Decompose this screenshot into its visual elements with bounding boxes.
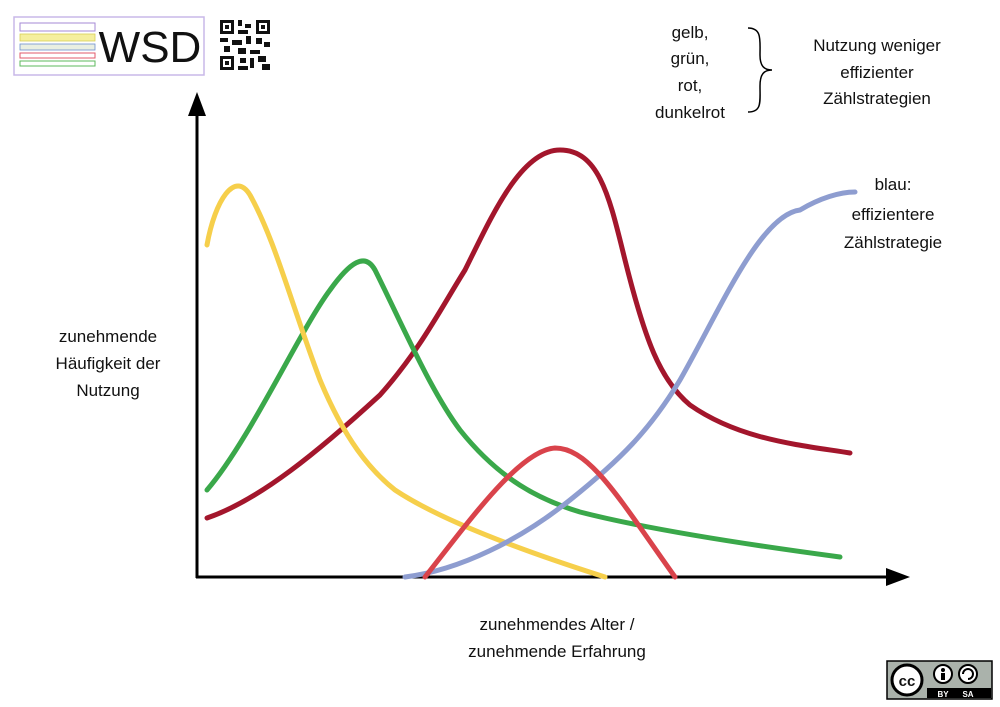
x-axis-label: zunehmendes Alter / zunehmende Erfahrung (468, 615, 646, 661)
legend-item: dunkelrot (655, 103, 725, 122)
legend-note: blau: (875, 175, 912, 194)
legend-item: grün, (671, 49, 710, 68)
curve-dunkelrot (204, 147, 853, 521)
curve-rot (422, 445, 678, 580)
x-label-line: zunehmende Erfahrung (468, 642, 646, 661)
qr-code (220, 20, 270, 70)
license-sa: SA (962, 690, 973, 699)
logo: WSD (13, 16, 205, 76)
x-label-line: zunehmendes Alter / (480, 615, 635, 634)
brace (747, 27, 773, 113)
curve-gruen (204, 258, 843, 560)
y-axis-label: zunehmende Häufigkeit der Nutzung (56, 327, 161, 400)
legend-note: Zählstrategie (844, 233, 942, 252)
legend-note: effizienter (840, 63, 914, 82)
legend-note: Zählstrategien (823, 89, 931, 108)
legend-item: gelb, (672, 23, 709, 42)
license-badge: cc BY SA (886, 660, 993, 700)
y-label-line: Häufigkeit der (56, 354, 161, 373)
license-icon: cc (899, 673, 916, 690)
y-label-line: Nutzung (76, 381, 139, 400)
legend-note: Nutzung weniger (813, 36, 941, 55)
y-label-line: zunehmende (59, 327, 157, 346)
curve-gelb (204, 183, 608, 580)
logo-text: WSD (99, 23, 202, 72)
curve-blau (402, 189, 858, 580)
legend-note: effizientere (852, 205, 935, 224)
license-by: BY (937, 690, 949, 699)
legend: gelb, grün, rot, dunkelrot Nutzung wenig… (655, 23, 942, 252)
legend-item: rot, (678, 76, 703, 95)
axes (188, 92, 910, 586)
